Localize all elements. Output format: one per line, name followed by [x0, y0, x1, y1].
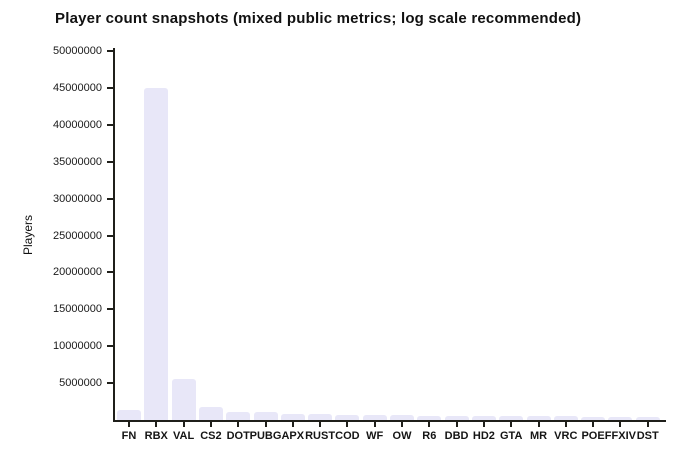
bar-cs2 [198, 407, 223, 420]
x-tick-label-ffxiv: FFXIV [604, 430, 636, 442]
x-tick-label-dbd: DBD [444, 430, 469, 442]
y-tick-mark [107, 234, 113, 237]
y-tick-mark [107, 197, 113, 200]
bar-fn [117, 410, 141, 420]
x-axis-spine [113, 420, 666, 422]
y-tick-mark [107, 382, 113, 385]
y-tick-mark [107, 123, 113, 126]
y-tick-mark [107, 160, 113, 163]
y-tick-mark [107, 50, 113, 52]
x-tick-label-apx: APX [281, 430, 305, 442]
x-tick-label-wf: WF [366, 430, 384, 442]
x-tick-mark [537, 422, 540, 427]
bar-dot [226, 411, 251, 420]
x-tick-mark [346, 422, 349, 427]
bar-cod [335, 414, 360, 420]
x-tick-mark [564, 422, 567, 427]
x-tick-mark [291, 422, 294, 427]
bar-ffxiv [608, 416, 633, 420]
bar-rbx [144, 87, 169, 420]
y-tick-label: 15000000 [53, 303, 102, 316]
x-tick-label-fn: FN [121, 430, 137, 442]
x-tick-mark [455, 422, 458, 427]
x-tick-mark [264, 422, 267, 427]
x-tick-mark [510, 422, 513, 427]
x-tick-label-r6: R6 [422, 430, 437, 442]
x-tick-label-cod: COD [335, 430, 360, 442]
x-tick-label-val: VAL [173, 430, 195, 442]
y-axis-spine [113, 48, 115, 422]
y-tick-label: 5000000 [59, 377, 102, 390]
x-tick-label-poe: POE [581, 430, 605, 442]
x-tick-label-dot: DOT [226, 430, 250, 442]
y-tick-label: 20000000 [53, 266, 102, 279]
y-tick-label: 50000000 [53, 45, 102, 57]
y-tick-label: 30000000 [53, 192, 102, 205]
bar-mr [526, 416, 551, 420]
bar-wf [362, 415, 387, 420]
y-tick-mark [107, 308, 113, 311]
x-tick-label-hd2: HD2 [472, 430, 495, 442]
x-tick-label-rbx: RBX [144, 430, 168, 442]
bar-vrc [553, 416, 578, 420]
bar-pubg [253, 412, 278, 420]
bar-dbd [444, 415, 469, 420]
bar-dst [635, 417, 660, 420]
bar-poe [581, 416, 606, 420]
bar-ow [390, 415, 414, 420]
bar-val [171, 379, 196, 420]
x-tick-mark [592, 422, 595, 427]
x-tick-label-ow: OW [392, 430, 412, 442]
y-tick-label: 40000000 [53, 118, 102, 131]
y-tick-mark [107, 86, 113, 89]
x-tick-label-cs2: CS2 [200, 430, 222, 442]
x-tick-mark [401, 422, 403, 427]
y-tick-label: 45000000 [53, 81, 102, 94]
bar-rust [308, 414, 333, 420]
y-tick-mark [107, 345, 113, 348]
x-tick-mark [128, 422, 130, 427]
x-tick-label-dst: DST [636, 430, 659, 442]
y-tick-label: 10000000 [53, 340, 102, 353]
x-tick-label-mr: MR [529, 430, 548, 442]
x-tick-mark [209, 422, 212, 427]
x-tick-mark [155, 422, 158, 427]
y-tick-label: 25000000 [53, 229, 102, 242]
x-tick-label-rust: RUST [305, 430, 336, 442]
chart-title: Player count snapshots (mixed public met… [55, 10, 582, 27]
bar-r6 [417, 415, 442, 420]
bar-gta [499, 416, 524, 420]
y-tick-label: 35000000 [53, 155, 102, 168]
x-tick-mark [373, 422, 376, 427]
x-tick-mark [428, 422, 431, 427]
x-tick-label-vrc: VRC [554, 430, 578, 442]
x-tick-mark [319, 422, 322, 427]
x-tick-mark [646, 422, 649, 427]
bar-apx [280, 413, 305, 420]
x-tick-label-pubg: PUBG [249, 430, 282, 442]
x-tick-mark [237, 422, 240, 427]
bar-hd2 [471, 415, 496, 420]
y-tick-mark [107, 271, 113, 274]
x-tick-mark [619, 422, 622, 427]
x-tick-mark [482, 422, 485, 427]
x-tick-mark [182, 422, 185, 427]
x-tick-label-gta: GTA [499, 430, 523, 442]
